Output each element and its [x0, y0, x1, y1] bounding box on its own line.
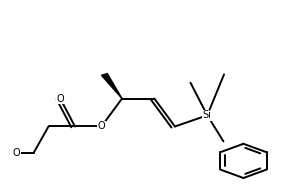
Text: O: O	[56, 94, 64, 104]
Text: O: O	[12, 147, 20, 158]
Text: Si: Si	[203, 110, 212, 120]
Text: O: O	[98, 121, 105, 132]
Polygon shape	[101, 73, 122, 99]
